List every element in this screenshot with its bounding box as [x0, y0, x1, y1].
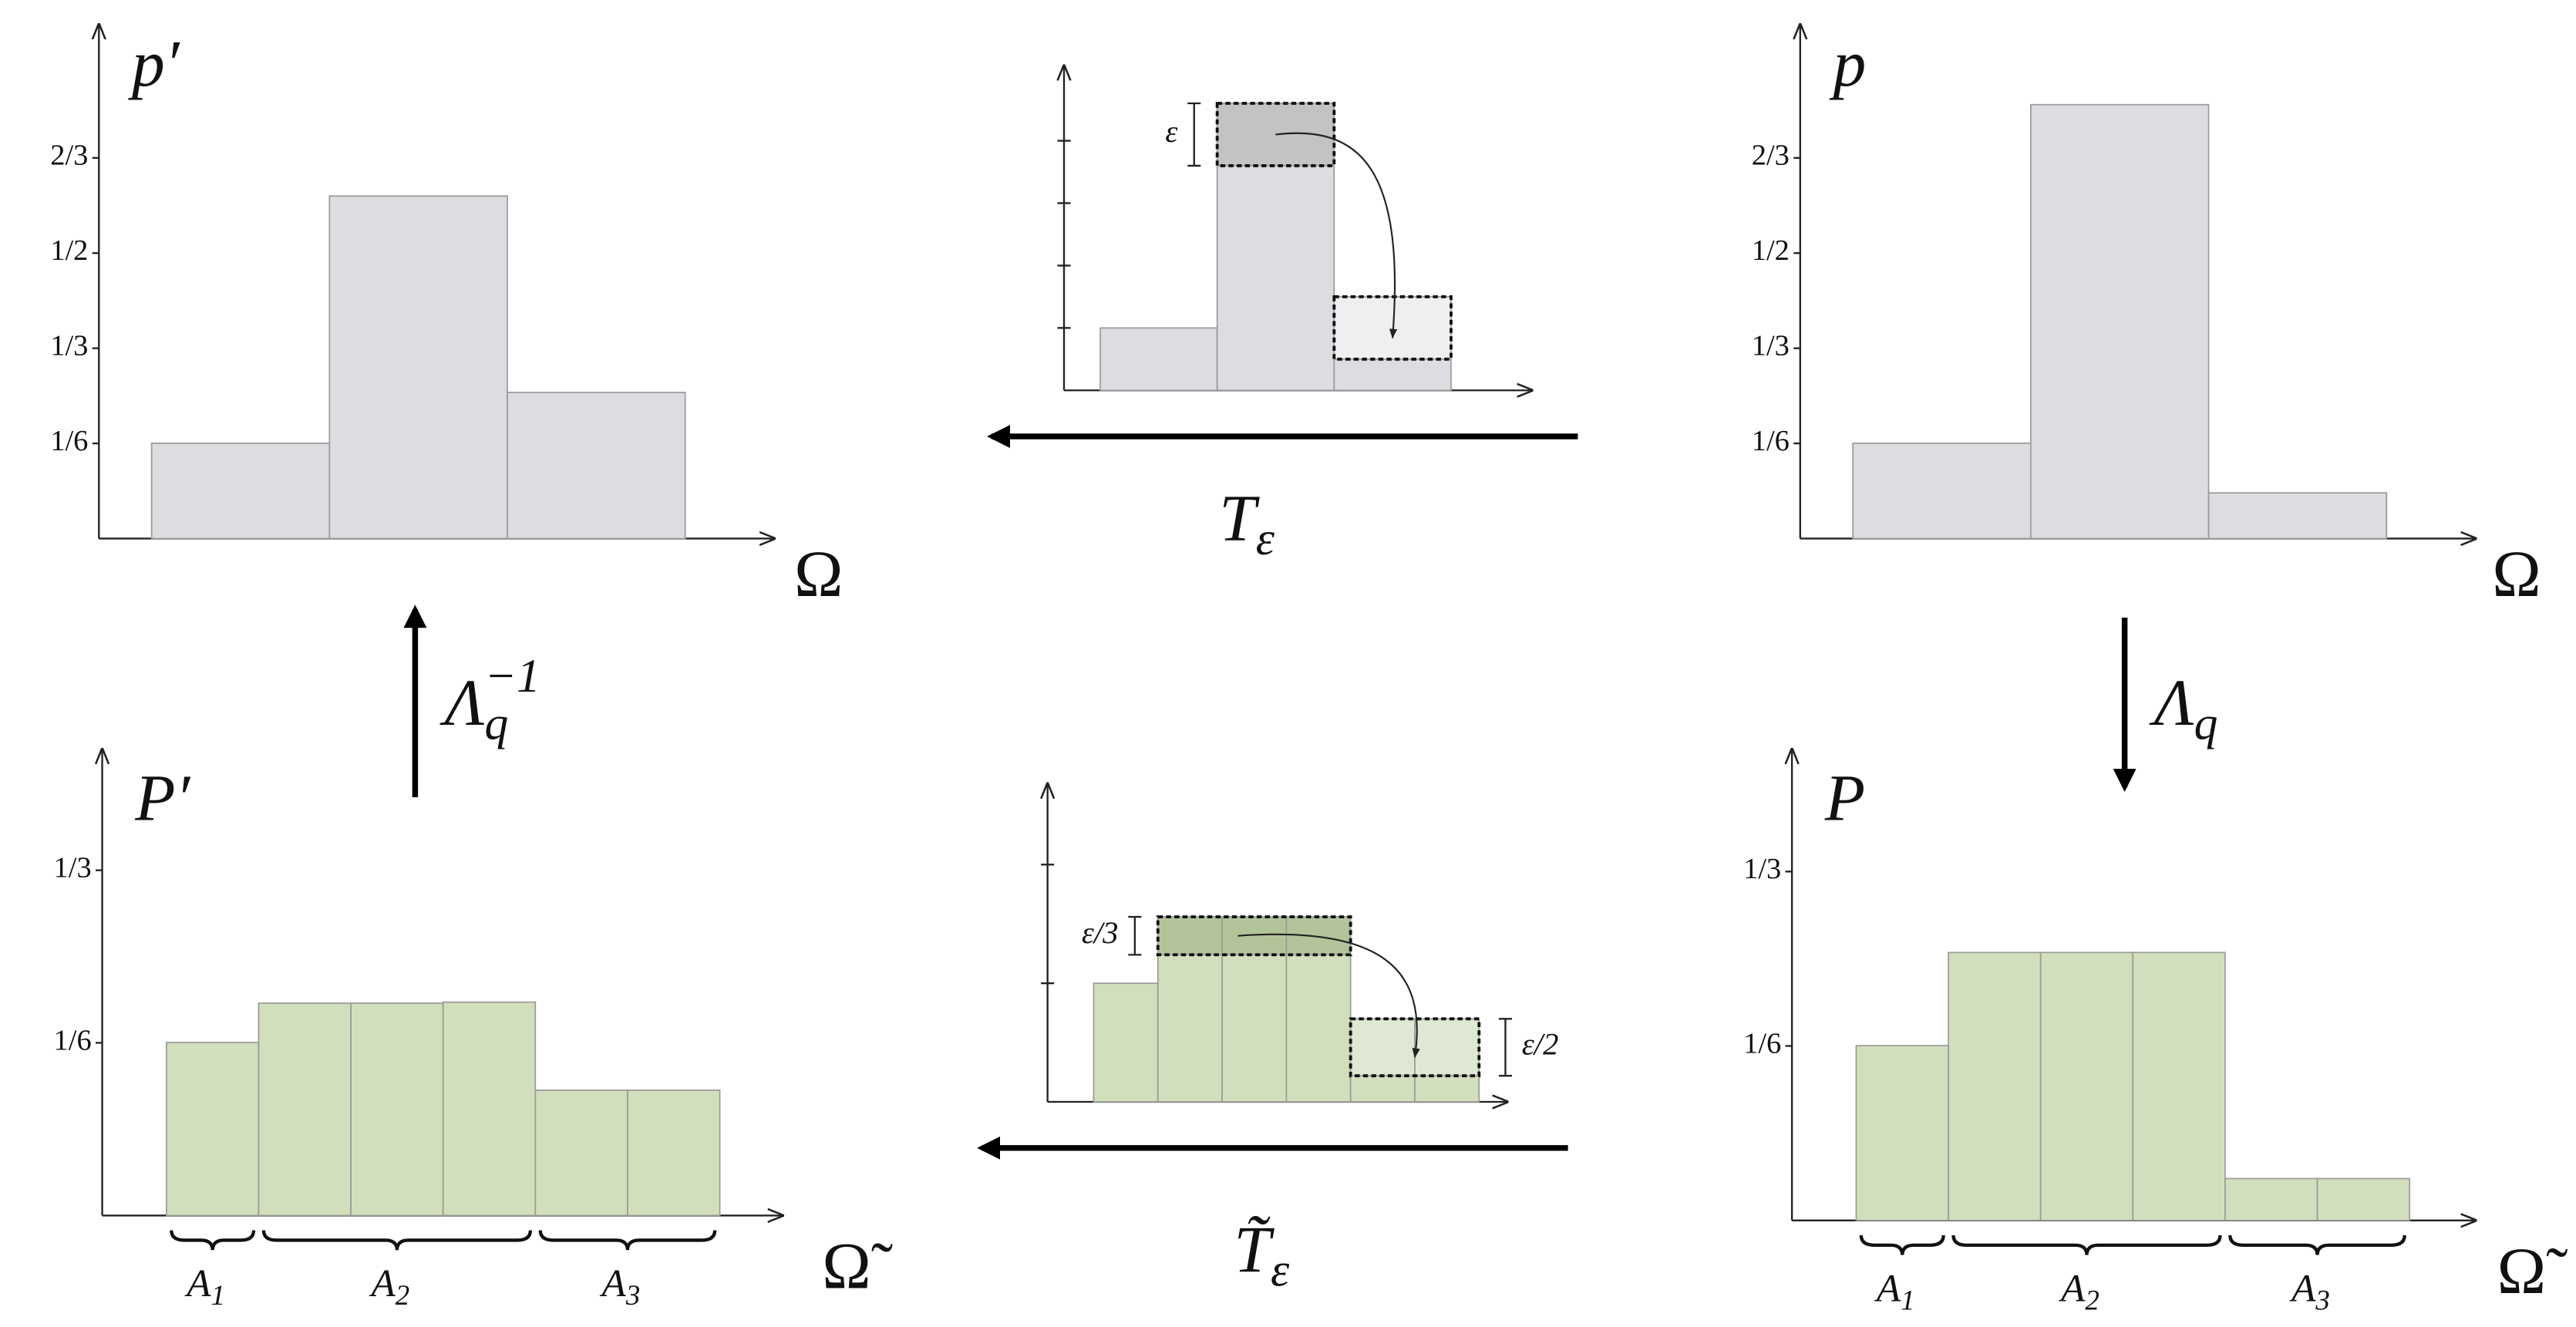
y-tick-label: 1/6 — [1743, 1027, 1781, 1059]
group-label-sub: 1 — [211, 1279, 225, 1311]
arrow-label: Λq−1 — [439, 650, 540, 750]
arrow-label-base: T — [1219, 483, 1260, 555]
brace — [1859, 1234, 1945, 1255]
bar — [507, 392, 686, 540]
bar — [1855, 1045, 1949, 1221]
bar — [1414, 1075, 1480, 1103]
group-label: A2 — [369, 1261, 409, 1311]
arrow-label-base: Λ — [2149, 667, 2194, 739]
y-tick-label: 1/3 — [50, 330, 88, 362]
y-axis-label: p — [1830, 28, 1867, 100]
group-label-sub: 3 — [625, 1279, 640, 1311]
y-tick-label: 1/2 — [1752, 234, 1790, 267]
group-label-sub: 2 — [396, 1279, 409, 1311]
y-tick-label: 1/3 — [54, 851, 92, 884]
bar — [350, 1002, 444, 1217]
epsilon-label: ε — [1165, 114, 1177, 149]
arrow-label-sub: q — [2194, 697, 2218, 749]
x-axis-label: Ω̃ — [822, 1230, 892, 1302]
group-label-base: A — [369, 1261, 396, 1305]
moved-source — [1285, 916, 1352, 956]
brace — [2228, 1234, 2406, 1255]
epsilon-label: ε/3 — [1082, 915, 1119, 950]
moved-source — [1157, 916, 1223, 956]
bar — [1349, 1075, 1416, 1103]
arrow-label-base: Λ — [439, 667, 485, 739]
brace — [538, 1230, 717, 1251]
group-label-base: A — [600, 1261, 627, 1305]
brace — [261, 1230, 533, 1251]
y-tick-label: 1/6 — [54, 1024, 92, 1056]
x-axis-label: Ω — [794, 538, 844, 611]
target-outline — [1332, 295, 1453, 361]
group-label-sub: 2 — [2085, 1285, 2099, 1316]
bar — [328, 195, 508, 540]
move-arrow — [1237, 933, 1420, 1059]
bar — [627, 1089, 721, 1217]
group-label: A2 — [2059, 1266, 2100, 1315]
bar — [2207, 492, 2388, 540]
y-tick-label: 1/3 — [1752, 330, 1790, 362]
arrow-label-base: T̃ — [1234, 1214, 1275, 1286]
group-label-sub: 1 — [1901, 1285, 1914, 1316]
x-axis-label: Ω̃ — [2497, 1235, 2568, 1308]
moved-source — [1221, 916, 1288, 956]
arrow-label-sub: ε — [1271, 1244, 1290, 1296]
group-label-base: A — [2289, 1266, 2316, 1310]
group-label-base: A — [1874, 1266, 1901, 1310]
y-axis-label: P′ — [134, 763, 190, 835]
group-label: A1 — [1874, 1266, 1915, 1315]
arrow-label-sub: q — [484, 697, 508, 749]
y-tick-label: 1/3 — [1743, 853, 1781, 885]
bar — [1333, 358, 1452, 392]
moved-target — [1349, 1018, 1416, 1077]
arrow-label-sup: −1 — [484, 650, 540, 702]
y-tick-label: 1/2 — [50, 234, 88, 267]
target-outline — [1349, 1017, 1481, 1078]
bar — [534, 1089, 628, 1217]
arrow-label: Tε — [1219, 483, 1275, 565]
y-axis-label: P — [1824, 763, 1865, 835]
y-tick-label: 2/3 — [50, 140, 88, 172]
group-label: A3 — [600, 1261, 641, 1311]
group-label: A3 — [2289, 1266, 2330, 1315]
arrow-label-sub: ε — [1256, 513, 1275, 565]
bar — [442, 1001, 537, 1217]
bar — [2039, 951, 2134, 1221]
arrow-label: Λq — [2149, 667, 2217, 749]
bar — [258, 1002, 352, 1217]
moved-target — [1414, 1018, 1480, 1077]
brace — [1951, 1234, 2222, 1255]
y-tick-label: 2/3 — [1752, 140, 1790, 172]
group-label-base: A — [2059, 1266, 2086, 1310]
y-axis-label: p′ — [128, 28, 180, 100]
bar — [2224, 1177, 2318, 1221]
x-axis-label: Ω — [2492, 538, 2541, 611]
bar — [2029, 103, 2210, 540]
arrow-label: T̃ε — [1234, 1214, 1290, 1296]
bar — [1099, 327, 1218, 392]
bar — [1948, 951, 2042, 1221]
move-arrow — [1275, 132, 1398, 339]
bar — [1852, 442, 2032, 540]
bar — [2132, 951, 2226, 1221]
bar — [150, 442, 331, 540]
bar — [166, 1042, 260, 1217]
y-tick-label: 1/6 — [1752, 425, 1790, 457]
bar — [2316, 1177, 2410, 1221]
epsilon-label: ε/2 — [1522, 1027, 1559, 1062]
y-tick-label: 1/6 — [50, 425, 88, 457]
group-label: A1 — [184, 1261, 225, 1311]
brace — [170, 1230, 256, 1251]
group-label-base: A — [184, 1261, 211, 1305]
bar — [1093, 982, 1159, 1103]
source-outline — [1215, 102, 1336, 167]
group-label-sub: 3 — [2315, 1285, 2329, 1316]
